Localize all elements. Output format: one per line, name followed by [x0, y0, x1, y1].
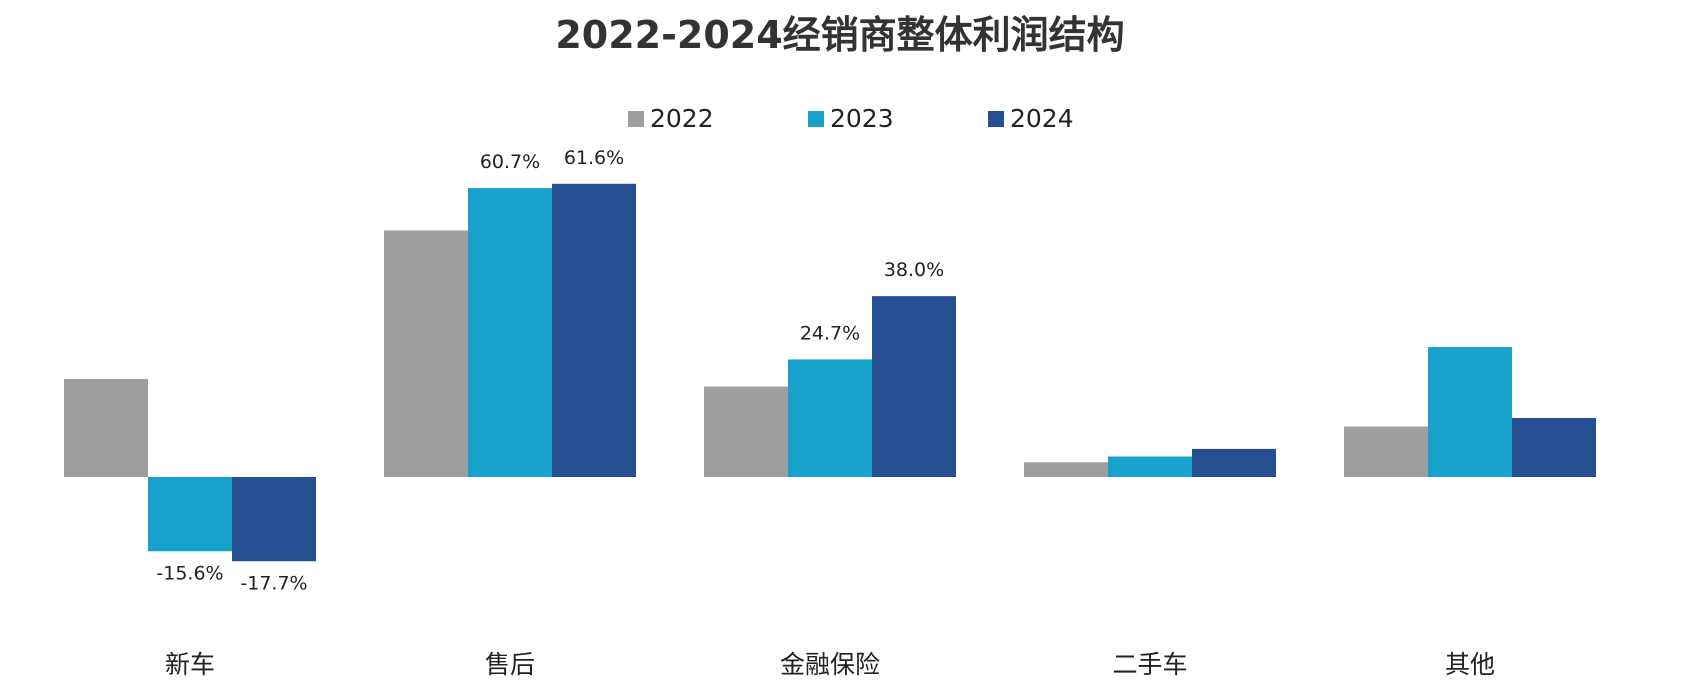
legend-swatch: [988, 111, 1004, 127]
legend-label: 2024: [1010, 104, 1074, 133]
category-label: 金融保险: [780, 650, 880, 679]
bar-2023-3: [1108, 456, 1192, 477]
category-label: 售后: [485, 650, 535, 679]
category-label: 二手车: [1112, 650, 1187, 679]
bar-2022-1: [384, 230, 468, 477]
legend: 2022 2023 2024: [628, 104, 1074, 133]
legend-label: 2023: [830, 104, 894, 133]
chart-title: 2022-2024经销商整体利润结构: [555, 13, 1124, 57]
data-label: 38.0%: [884, 259, 944, 281]
legend-item-2024: 2024: [988, 104, 1074, 133]
data-label: -15.6%: [156, 562, 223, 584]
bars: [64, 183, 1596, 562]
bar-2023-1: [468, 188, 552, 477]
legend-swatch: [628, 111, 644, 127]
data-label: 61.6%: [564, 147, 624, 169]
bar-2023-0: [148, 477, 232, 552]
bar-2022-3: [1024, 462, 1108, 477]
bar-2024-4: [1512, 417, 1596, 477]
bar-2022-2: [704, 386, 788, 477]
bar-2022-0: [64, 378, 148, 477]
bar-2023-2: [788, 359, 872, 477]
legend-swatch: [808, 111, 824, 127]
bar-2024-2: [872, 296, 956, 477]
bar-2024-3: [1192, 448, 1276, 477]
bar-2024-1: [552, 183, 636, 477]
data-label: 60.7%: [480, 151, 540, 173]
category-labels: 新车 售后 金融保险 二手车 其他: [165, 650, 1495, 679]
legend-label: 2022: [650, 104, 714, 133]
category-label: 新车: [165, 650, 215, 679]
bar-2023-4: [1428, 347, 1512, 477]
data-labels: -15.6% -17.7% 60.7% 61.6% 24.7% 38.0%: [156, 147, 944, 594]
legend-item-2022: 2022: [628, 104, 714, 133]
bar-2024-0: [232, 477, 316, 562]
bar-2022-4: [1344, 426, 1428, 477]
legend-item-2023: 2023: [808, 104, 894, 133]
data-label: -17.7%: [240, 572, 307, 594]
category-label: 其他: [1445, 650, 1495, 679]
data-label: 24.7%: [800, 322, 860, 344]
